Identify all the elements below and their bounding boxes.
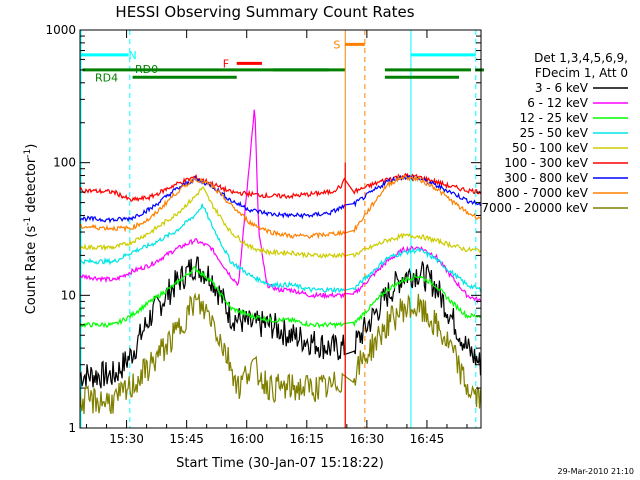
y-tick-label-100: 100 xyxy=(53,156,76,170)
y-axis: 1 10 100 1000 xyxy=(45,23,481,435)
legend-label-50-100-kev: 50 - 100 keV xyxy=(512,141,589,155)
legend-label-100-300-kev: 100 - 300 keV xyxy=(504,156,588,170)
legend-label-6-12-kev: 6 - 12 keV xyxy=(527,96,589,110)
series-line-7000-20000-kev xyxy=(79,292,482,415)
flag-label-rd4: RD4 xyxy=(95,71,118,84)
legend-label-12-25-kev: 12 - 25 keV xyxy=(520,111,589,125)
legend-header-line-2: FDecim 1, Att 0 xyxy=(535,66,628,80)
series-line-6-12-kev xyxy=(79,109,481,304)
legend-label-300-800-kev: 300 - 800 keV xyxy=(504,171,588,185)
series-line-800-7000-kev xyxy=(79,174,481,240)
footer-timestamp: 29-Mar-2010 21:10 xyxy=(558,467,635,476)
x-axis: 15:30 15:45 16:00 16:15 16:30 16:45 xyxy=(86,30,468,446)
plot-frame xyxy=(79,29,482,429)
series-line-100-300-kev xyxy=(79,172,482,202)
x-tick-label-16-45: 16:45 xyxy=(410,432,445,446)
x-tick-label-16-00: 16:00 xyxy=(229,432,264,446)
y-tick-label-10: 10 xyxy=(61,288,76,302)
flag-label-n: N xyxy=(128,49,136,62)
legend-header-line-1: Det 1,3,4,5,6,9, xyxy=(534,51,628,65)
series-line-25-50-kev xyxy=(79,203,482,294)
y-tick-label-1: 1 xyxy=(68,421,76,435)
y-axis-label: Count Rate (s-1 detector-1) xyxy=(23,144,39,315)
x-tick-label-16-30: 16:30 xyxy=(350,432,385,446)
y-tick-label-1000: 1000 xyxy=(45,23,76,37)
series-line-50-100-kev xyxy=(79,186,481,259)
legend-label-3-6-kev: 3 - 6 keV xyxy=(535,81,589,95)
chart-title: HESSI Observing Summary Count Rates xyxy=(115,3,414,21)
x-tick-label-15-45: 15:45 xyxy=(169,432,204,446)
legend: Det 1,3,4,5,6,9, FDecim 1, Att 0 3 - 6 k… xyxy=(481,51,628,215)
series-line-12-25-kev xyxy=(79,266,481,330)
y-axis-label-main: Count Rate (s xyxy=(24,226,39,315)
flag-label-rd0: RD0 xyxy=(135,63,158,76)
x-tick-label-15-30: 15:30 xyxy=(109,432,144,446)
x-axis-label: Start Time (30-Jan-07 15:18:22) xyxy=(176,456,384,471)
flag-label-s: S xyxy=(333,38,340,51)
series-line-3-6-kev xyxy=(79,256,482,389)
flag-label-f: F xyxy=(223,57,229,70)
legend-label-25-50-kev: 25 - 50 keV xyxy=(520,126,589,140)
y-axis-label-sup2: -1 xyxy=(23,149,33,158)
legend-label-800-7000-kev: 800 - 7000 keV xyxy=(497,186,589,200)
y-axis-label-end: ) xyxy=(24,144,39,149)
legend-label-7000-20000-kev: 7000 - 20000 keV xyxy=(481,201,588,215)
y-axis-label-sup1: -1 xyxy=(23,217,33,226)
x-tick-label-16-15: 16:15 xyxy=(289,432,324,446)
y-axis-label-mid: detector xyxy=(24,157,39,217)
plot-area: N F S RD0 RD4 xyxy=(79,30,484,428)
